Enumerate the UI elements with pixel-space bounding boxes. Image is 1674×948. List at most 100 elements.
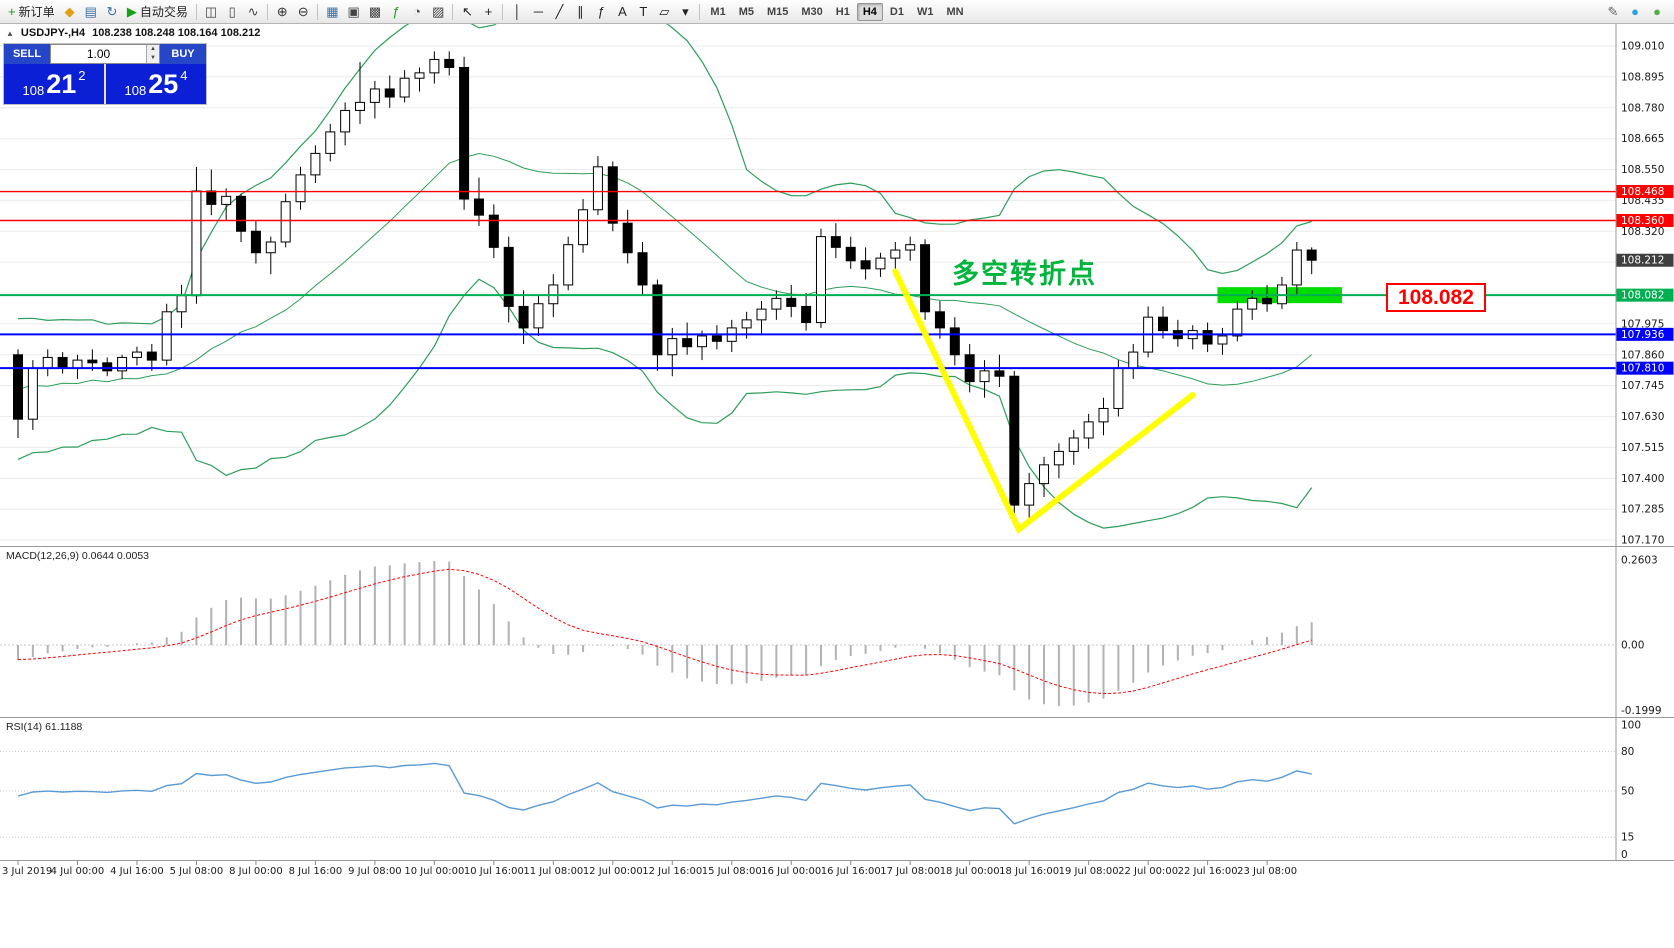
text-label-button[interactable]: T [633, 2, 653, 22]
svg-text:108.082: 108.082 [1621, 290, 1664, 302]
macd-pane-area[interactable] [0, 547, 1616, 717]
time-axis-label: 4 Jul 00:00 [51, 866, 105, 877]
price-axis-tick: 107.515 [1621, 442, 1664, 454]
sell-price-button[interactable]: 108 21 2 [4, 64, 104, 104]
grid-button[interactable]: ▦ [322, 2, 342, 22]
data-window-icon: ▤ [84, 4, 97, 19]
chat-bubble-blue-icon[interactable]: ● [1631, 4, 1639, 19]
price-callout-label[interactable]: 108.082 [1386, 283, 1486, 312]
timeframe-button-h4[interactable]: H4 [856, 2, 883, 21]
timeframe-button-m1[interactable]: M1 [710, 5, 726, 18]
toolbar-separator [317, 3, 319, 20]
cursor-button[interactable]: ↖ [457, 2, 477, 22]
timeframe-button-m15[interactable]: M15 [766, 5, 789, 18]
toolbar-separator [452, 3, 454, 20]
zoom-in-button[interactable]: ⊕ [272, 2, 292, 22]
edit-pencil-icon[interactable]: ✎ [1607, 3, 1619, 19]
timeframe-button-m5[interactable]: M5 [738, 5, 754, 18]
price-axis-tick: 108.665 [1621, 133, 1664, 145]
price-axis-tick: 107.745 [1621, 380, 1664, 392]
bar-chart-type-button[interactable]: ◫ [201, 2, 221, 22]
time-axis[interactable] [0, 861, 1616, 885]
tile-windows-button[interactable]: ▣ [344, 2, 364, 22]
cascade-windows-icon: ▩ [368, 4, 382, 19]
text-button[interactable]: A [612, 2, 632, 22]
symbol-info: ▲ USDJPY-,H4 108.238 108.248 108.164 108… [6, 27, 260, 39]
trendline-button[interactable]: ╱ [549, 2, 569, 22]
timeframe-button-m30[interactable]: M30 [801, 5, 823, 18]
symbol-ohlc: 108.238 108.248 108.164 108.212 [92, 27, 261, 39]
price-axis-tick: 107.630 [1621, 411, 1664, 423]
timeframe-button-h1[interactable]: H1 [835, 5, 850, 18]
horizontal-lines[interactable] [0, 190, 1616, 370]
periods-button[interactable]: ◔ [407, 2, 427, 22]
collapse-panel-arrow-icon[interactable]: ▲ [6, 28, 14, 38]
timeframe-button-d1[interactable]: D1 [889, 5, 904, 18]
buy-button[interactable]: BUY [160, 44, 206, 64]
cursor-icon: ↖ [461, 4, 473, 19]
market-watch-button[interactable]: ◆ [60, 2, 80, 22]
vertical-line-button[interactable]: │ [507, 2, 527, 22]
horizontal-line-button[interactable]: ─ [528, 2, 548, 22]
play-icon: ▶ [126, 4, 137, 19]
price-axis[interactable] [1616, 24, 1674, 861]
svg-text:108.360: 108.360 [1621, 215, 1664, 227]
timeframe-button-w1[interactable]: W1 [916, 5, 934, 18]
turning-point-annotation[interactable]: 多空转折点 [952, 259, 1097, 289]
time-axis-label: 3 Jul 2019 [2, 866, 52, 877]
indicators-icon: ƒ [392, 4, 400, 19]
price-tag: 108.082 [1616, 288, 1674, 302]
candlestick-chart-type-button[interactable]: ▯ [222, 2, 242, 22]
macd-indicator-label: MACD(12,26,9) 0.0644 0.0053 [6, 550, 150, 562]
price-axis-tick: 107.860 [1621, 349, 1664, 361]
yellow-v-annotation[interactable] [892, 268, 1196, 534]
sell-price-pips: 21 [46, 68, 77, 99]
symbol-title: USDJPY-,H4 [20, 27, 86, 39]
arrows-dropdown-button[interactable]: ▾ [675, 2, 695, 22]
price-axis-tick: 107.400 [1621, 473, 1664, 485]
crosshair-button[interactable]: + [478, 2, 498, 22]
macd-pane [0, 560, 1616, 707]
zoom-out-button[interactable]: ⊖ [293, 2, 313, 22]
auto-trading-button[interactable]: ▶ 自动交易 [123, 2, 192, 22]
shapes-button[interactable]: ▱ [654, 2, 674, 22]
volume-value[interactable]: 1.00 [86, 47, 111, 61]
rsi-line [17, 762, 1312, 825]
time-axis-label: 12 Jul 16:00 [642, 866, 702, 877]
navigator-button[interactable]: ↻ [102, 2, 122, 22]
line-chart-type-button[interactable]: ∿ [243, 2, 263, 22]
cascade-windows-button[interactable]: ▩ [365, 2, 385, 22]
data-window-button[interactable]: ▤ [81, 2, 101, 22]
sell-price-big-figure: 108 [22, 83, 45, 98]
buy-price-button[interactable]: 108 25 4 [106, 64, 206, 104]
shapes-icon: ▱ [659, 4, 670, 19]
price-axis-tick: 108.550 [1621, 164, 1664, 176]
time-axis-label: 17 Jul 08:00 [880, 866, 940, 877]
price-axis-tick: 107.975 [1621, 318, 1664, 330]
time-axis-label: 5 Jul 08:00 [170, 866, 224, 877]
text-label-icon: T [639, 4, 648, 19]
timeframe-button-mn[interactable]: MN [946, 5, 964, 18]
new-order-button[interactable]: + 新订单 [4, 2, 59, 22]
chevron-down-icon: ▾ [682, 4, 689, 19]
fibonacci-button[interactable]: ƒ [591, 2, 611, 22]
chat-bubble-green-icon[interactable]: ● [1653, 4, 1661, 19]
volume-down-button[interactable]: ▼ [147, 54, 159, 63]
channel-button[interactable]: ∥ [570, 2, 590, 22]
rsi-axis-value: 80 [1621, 746, 1634, 758]
volume-up-button[interactable]: ▲ [147, 45, 159, 54]
templates-button[interactable]: ▨ [428, 2, 448, 22]
indicators-button[interactable]: ƒ [386, 2, 406, 22]
volume-field[interactable]: 1.00 ▲ ▼ [50, 44, 160, 64]
grid-icon: ▦ [326, 4, 339, 19]
rsi-pane-area[interactable] [0, 718, 1616, 860]
rsi-axis-value: 50 [1621, 786, 1634, 798]
zoom-out-icon: ⊖ [297, 4, 309, 19]
refresh-icon: ↻ [106, 4, 118, 19]
bollinger-lower-band [17, 278, 1313, 529]
time-axis-label: 4 Jul 16:00 [110, 866, 164, 877]
chart-area[interactable] [0, 24, 1616, 547]
new-order-button-label: 新订单 [18, 5, 55, 19]
sell-button[interactable]: SELL [4, 44, 50, 64]
